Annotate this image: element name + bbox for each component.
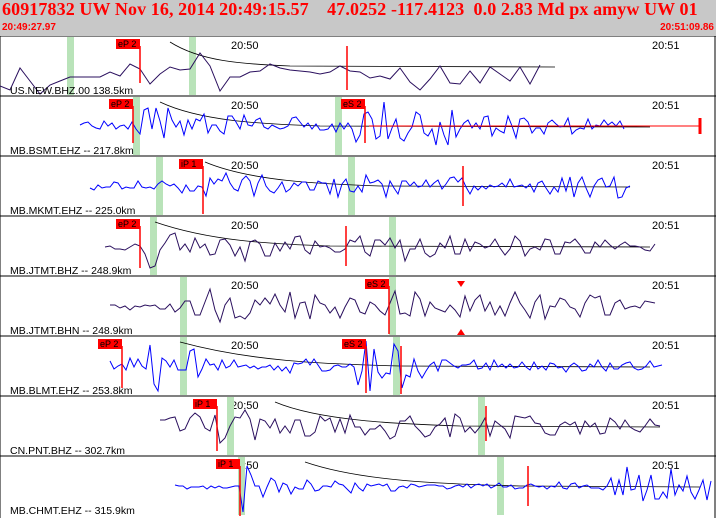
theoretical-moveout-curve xyxy=(154,221,651,248)
s-pick-label: eS 2 xyxy=(343,99,362,109)
station-label: MB.JTMT.BHN -- 248.9km xyxy=(10,325,133,337)
tick-label: 20:51 xyxy=(652,100,680,112)
residual-bar xyxy=(238,457,245,515)
theoretical-moveout-curve xyxy=(204,161,631,188)
residual-bar xyxy=(180,277,187,335)
trace-panel-jtmtn[interactable]: 20:50 20:51 eS 2 MB.JTMT.BHN -- 248.9km xyxy=(0,275,716,337)
station-label: MB.CHMT.EHZ -- 315.9km xyxy=(10,505,135,517)
tick-label: 20:50 xyxy=(231,400,259,412)
station-label: US.NEW.BHZ.00 138.5km xyxy=(10,85,133,97)
station-label: CN.PNT.BHZ -- 302.7km xyxy=(10,445,125,457)
s-pick-flag[interactable] xyxy=(342,339,366,349)
residual-bar xyxy=(189,37,196,95)
station-label: MB.BLMT.EHZ -- 253.8km xyxy=(10,385,133,397)
p-pick-flag[interactable] xyxy=(116,39,140,49)
s-pick-flag[interactable] xyxy=(365,279,389,289)
station-label: MB.MKMT.EHZ -- 225.0km xyxy=(10,205,136,217)
waveform-trace xyxy=(79,101,625,146)
station-label: MB.JTMT.BHZ -- 248.9km xyxy=(10,265,132,277)
residual-bar xyxy=(150,217,157,275)
theoretical-s-marker xyxy=(457,281,465,287)
seismogram-panels[interactable]: 20:50 20:51 eP 2 US.NEW.BHZ.00 138.5km 2… xyxy=(0,36,716,518)
tick-label: 20:51 xyxy=(652,160,680,172)
event-header: 60917832 UW Nov 16, 2014 20:49:15.57 47.… xyxy=(0,0,716,36)
waveform-trace xyxy=(110,287,656,324)
theoretical-moveout-curve xyxy=(304,461,701,488)
p-pick-flag[interactable] xyxy=(193,399,217,409)
tick-label: 20:51 xyxy=(652,280,680,292)
window-end-time: 20:51:09.86 xyxy=(660,22,714,33)
theoretical-moveout-curve xyxy=(179,341,651,368)
waveform-trace xyxy=(0,52,541,95)
tick-label: 20:51 xyxy=(652,340,680,352)
p-pick-flag[interactable] xyxy=(98,339,122,349)
tick-label: 20:51 xyxy=(652,40,680,52)
p-pick-flag[interactable] xyxy=(109,99,133,109)
p-pick-label: iP 1 xyxy=(218,459,233,469)
s-pick-label: eS 2 xyxy=(344,339,363,349)
theoretical-moveout-curve xyxy=(169,41,556,68)
tick-label: 20:51 xyxy=(652,220,680,232)
residual-bar xyxy=(180,337,187,395)
tick-label: 20:50 xyxy=(231,160,259,172)
trace-panel-bsmt[interactable]: 20:50 20:51 eP 2 eS 2 MB.BSMT.EHZ -- 217… xyxy=(0,95,716,157)
theoretical-moveout-curve xyxy=(274,401,661,428)
residual-bar xyxy=(156,157,163,215)
waveform-trace xyxy=(174,465,712,513)
p-pick-label: eP 2 xyxy=(118,39,136,49)
p-pick-flag[interactable] xyxy=(216,459,240,469)
trace-panel-chmt[interactable]: 20:50 20:51 iP 1 MB.CHMT.EHZ -- 315.9km xyxy=(0,455,716,518)
tick-label: 20:50 xyxy=(231,340,259,352)
p-pick-label: iP 1 xyxy=(195,399,210,409)
waveform-trace xyxy=(109,340,663,393)
trace-panel-blmt[interactable]: 20:50 20:51 eP 2 eS 2 MB.BLMT.EHZ -- 253… xyxy=(0,335,716,397)
trace-panel-jtmtz[interactable]: 20:50 20:51 eP 2 MB.JTMT.BHZ -- 248.9km xyxy=(0,215,716,277)
tick-label: 20:51 xyxy=(652,460,680,472)
s-pick-flag[interactable] xyxy=(341,99,365,109)
tick-label: 20:50 xyxy=(231,100,259,112)
p-pick-flag[interactable] xyxy=(179,159,203,169)
theoretical-s-marker xyxy=(457,329,465,335)
tick-label: 20:51 xyxy=(652,400,680,412)
trace-panel-mkmt[interactable]: 20:50 20:51 iP 1 MB.MKMT.EHZ -- 225.0km xyxy=(0,155,716,217)
waveform-trace xyxy=(89,171,631,199)
s-pick-label: eS 2 xyxy=(367,279,386,289)
theoretical-moveout-curve xyxy=(159,101,651,128)
p-pick-label: eP 2 xyxy=(111,99,129,109)
station-label: MB.BSMT.EHZ -- 217.8km xyxy=(10,145,134,157)
event-title: 60917832 UW Nov 16, 2014 20:49:15.57 47.… xyxy=(2,0,716,19)
p-pick-label: eP 2 xyxy=(100,339,118,349)
window-start-time: 20:49:27.97 xyxy=(2,22,56,33)
tick-label: 20:50 xyxy=(231,220,259,232)
residual-bar xyxy=(497,457,504,515)
tick-label: 20:50 xyxy=(231,40,259,52)
p-pick-label: iP 1 xyxy=(181,159,196,169)
tick-label: 20:50 xyxy=(231,280,259,292)
residual-bar xyxy=(67,37,74,95)
waveform-trace xyxy=(104,232,656,269)
residual-bar xyxy=(389,277,396,335)
trace-panel-pnt[interactable]: 20:50 20:51 iP 1 CN.PNT.BHZ -- 302.7km xyxy=(0,395,716,457)
p-pick-label: eP 2 xyxy=(118,219,136,229)
residual-bar xyxy=(133,97,140,155)
trace-panel-new[interactable]: 20:50 20:51 eP 2 US.NEW.BHZ.00 138.5km xyxy=(0,36,716,97)
residual-bar xyxy=(348,157,355,215)
p-pick-flag[interactable] xyxy=(116,219,140,229)
waveform-trace xyxy=(160,409,661,445)
